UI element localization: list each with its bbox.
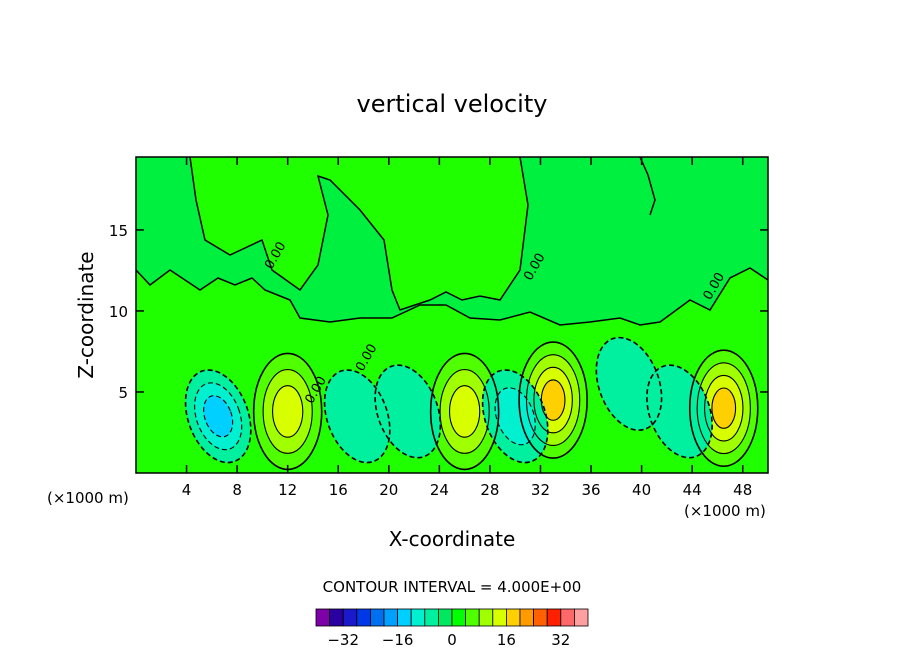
chart-title: vertical velocity	[357, 90, 548, 118]
downdraft-cell	[596, 337, 662, 431]
x-unit-right: (×1000 m)	[684, 502, 766, 520]
updraft-contour	[272, 385, 304, 438]
colorbar-swatch	[492, 608, 507, 627]
x-tick-label: 48	[733, 481, 752, 499]
colorbar	[315, 608, 589, 627]
colorbar-swatch	[424, 608, 439, 627]
colorbar-swatch	[437, 608, 453, 627]
colorbar-swatch	[329, 608, 344, 627]
updraft-contour	[688, 349, 759, 467]
colorbar-swatch	[315, 608, 331, 627]
downdraft-contour	[203, 395, 234, 438]
zero-contour-fragment	[639, 157, 656, 216]
downdraft-contour	[481, 369, 549, 464]
updraft-contour	[439, 368, 490, 454]
zero-contour-upper	[189, 157, 529, 311]
updraft-contour	[518, 341, 588, 459]
updraft-contour	[262, 368, 313, 454]
zero-contour-lower	[136, 267, 768, 326]
downdraft-cell	[375, 365, 441, 458]
colorbar-swatch	[356, 608, 371, 627]
updraft-contour	[533, 366, 573, 434]
colorbar-swatch	[383, 608, 399, 627]
x-tick-label: 28	[480, 481, 499, 499]
downdraft-cell	[324, 370, 390, 463]
y-tick-label: 15	[109, 222, 128, 240]
colorbar-swatch	[519, 608, 535, 627]
y-tick-label: 5	[118, 384, 128, 402]
downdraft-contour	[494, 387, 536, 446]
updraft-contour	[696, 362, 751, 455]
colorbar-tick-label: −16	[382, 631, 414, 649]
x-tick-label: 8	[232, 481, 242, 499]
y-axis-label: Z-coordinate	[74, 251, 98, 378]
x-unit-left: (×1000 m)	[47, 489, 129, 507]
updraft-contour	[429, 352, 500, 471]
colorbar-swatch	[410, 608, 426, 627]
x-tick-label: 20	[379, 481, 398, 499]
x-tick-label: 40	[632, 481, 651, 499]
x-tick-label: 24	[430, 481, 449, 499]
updraft-contour	[448, 385, 481, 438]
updraft-contour	[703, 374, 744, 442]
downdraft-cell	[495, 387, 536, 445]
colorbar-tick-label: −32	[327, 631, 359, 649]
y-tick-label: 10	[109, 303, 128, 321]
downdraft-cell	[203, 395, 233, 437]
colorbar-swatch	[478, 608, 494, 627]
colorbar-swatch	[451, 608, 467, 627]
colorbar-swatch	[342, 608, 358, 627]
x-tick-label: 12	[278, 481, 297, 499]
downdraft-contour	[194, 382, 243, 451]
x-tick-label: 36	[581, 481, 600, 499]
updraft-cell	[711, 388, 736, 429]
downdraft-contour	[595, 336, 663, 431]
updraft-contour	[711, 387, 737, 429]
colorbar-swatch	[560, 608, 575, 627]
updraft-cell	[541, 379, 565, 421]
x-tick-label: 16	[329, 481, 348, 499]
contour-interval-text: CONTOUR INTERVAL = 4.000E+00	[323, 578, 582, 596]
colorbar-swatch	[546, 608, 562, 627]
colorbar-swatch	[397, 608, 412, 627]
colorbar-tick-label: 32	[551, 631, 570, 649]
colorbar-swatch	[505, 608, 521, 627]
colorbar-swatch	[465, 608, 480, 627]
plot-frame	[135, 156, 769, 474]
downdraft-contour	[323, 369, 391, 464]
colorbar-swatch	[533, 608, 548, 627]
updraft-cell	[449, 385, 480, 438]
x-tick-label: 4	[182, 481, 192, 499]
colorbar-swatch	[574, 608, 589, 627]
downdraft-contour	[184, 369, 252, 464]
colorbar-tick-label: 0	[447, 631, 457, 649]
x-tick-label: 44	[683, 481, 702, 499]
colorbar-tick-label: 16	[497, 631, 516, 649]
updraft-cell	[272, 385, 303, 438]
updraft-contour	[525, 354, 581, 447]
x-axis-label: X-coordinate	[389, 527, 516, 551]
colorbar-swatch	[369, 608, 385, 627]
downdraft-cell	[646, 365, 713, 458]
downdraft-contour	[646, 364, 713, 459]
x-tick-label: 32	[531, 481, 550, 499]
downdraft-contour	[374, 364, 442, 459]
